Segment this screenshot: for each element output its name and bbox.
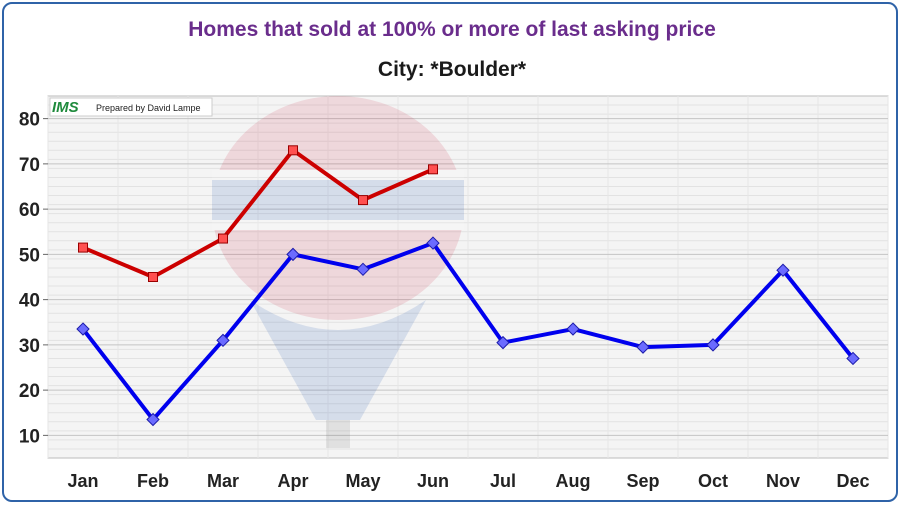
x-axis-ticks: Jan Feb Mar Apr May Jun Jul Aug Sep Oct Nov Dec xyxy=(67,471,869,491)
data-point xyxy=(776,263,790,277)
badge-text: Prepared by David Lampe xyxy=(96,103,201,113)
data-point xyxy=(286,247,300,262)
x-tick-label: Jul xyxy=(490,471,516,491)
x-tick-label: Jun xyxy=(417,471,449,491)
data-point xyxy=(78,242,88,253)
x-tick-label: Mar xyxy=(207,471,239,491)
series-group xyxy=(76,145,860,427)
x-tick-label: Aug xyxy=(556,471,591,491)
data-point xyxy=(706,338,720,352)
x-tick-label: Apr xyxy=(278,471,309,491)
ims-logo: IMS xyxy=(52,99,79,116)
data-point xyxy=(358,195,368,206)
y-tick-label: 30 xyxy=(19,336,40,357)
y-tick-label: 60 xyxy=(19,200,40,221)
data-point xyxy=(496,335,510,350)
data-point xyxy=(846,351,860,366)
data-point xyxy=(148,272,158,282)
x-tick-label: Oct xyxy=(698,471,728,491)
x-tick-label: Feb xyxy=(137,471,169,491)
x-tick-label: Nov xyxy=(766,471,800,491)
data-point xyxy=(218,233,228,244)
data-point xyxy=(356,262,370,277)
data-point xyxy=(566,322,580,336)
y-tick-label: 50 xyxy=(19,245,40,266)
chart-title: Homes that sold at 100% or more of last … xyxy=(188,18,716,41)
y-tick-label: 40 xyxy=(19,291,40,312)
data-point xyxy=(636,340,650,354)
series-line-2 xyxy=(81,241,855,422)
x-tick-label: Sep xyxy=(626,471,659,491)
data-point xyxy=(146,412,160,427)
x-tick-label: May xyxy=(345,471,380,491)
series-line-1 xyxy=(82,148,434,279)
y-tick-label: 10 xyxy=(19,426,40,447)
y-axis-ticks: 10 20 30 40 50 60 70 80 xyxy=(19,110,48,447)
data-point xyxy=(426,236,440,250)
y-tick-label: 70 xyxy=(19,155,40,176)
x-tick-label: Jan xyxy=(67,471,98,491)
major-gridlines xyxy=(48,118,888,436)
ims-badge: IMS Prepared by David Lampe xyxy=(49,97,213,117)
data-point xyxy=(76,322,90,336)
minor-gridlines xyxy=(47,96,889,458)
data-point xyxy=(428,164,438,175)
data-point xyxy=(288,145,298,156)
remax-balloon-watermark xyxy=(212,96,464,448)
y-tick-label: 80 xyxy=(19,110,40,131)
chart-subtitle: City: *Boulder* xyxy=(377,58,527,81)
x-tick-label: Dec xyxy=(836,471,869,491)
y-tick-label: 20 xyxy=(19,381,40,402)
data-point xyxy=(216,333,230,348)
